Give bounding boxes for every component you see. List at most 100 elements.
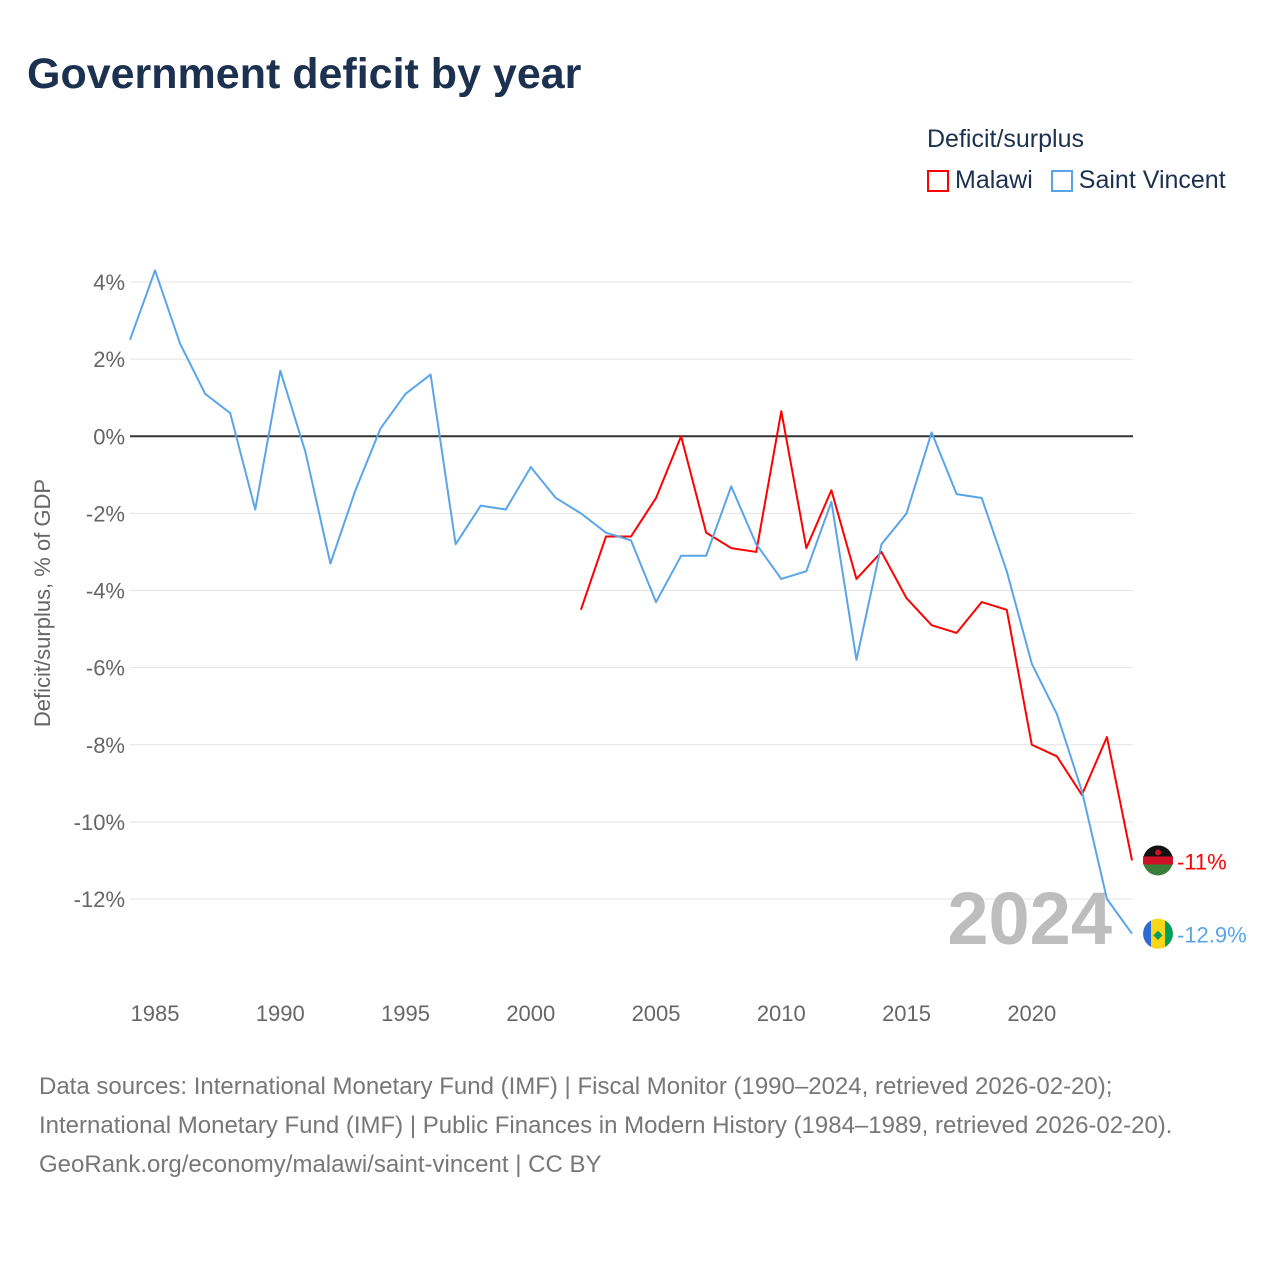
data-point — [679, 554, 683, 558]
data-point — [829, 488, 833, 492]
data-point — [404, 392, 408, 396]
year-watermark: 2024 — [947, 877, 1112, 960]
y-tick-label: -2% — [86, 501, 125, 526]
data-point — [980, 600, 984, 604]
data-point — [278, 369, 282, 373]
data-point — [228, 411, 232, 415]
data-point — [1030, 743, 1034, 747]
data-point — [579, 608, 583, 612]
flag-blue-band — [1143, 920, 1151, 947]
data-point — [779, 577, 783, 581]
data-point — [1030, 662, 1034, 666]
data-point — [704, 531, 708, 535]
data-point — [1105, 735, 1109, 739]
data-point — [854, 577, 858, 581]
y-tick-label: 0% — [93, 424, 125, 449]
data-point — [754, 542, 758, 546]
data-point — [128, 338, 132, 342]
series-line-saint-vincent — [129, 269, 1133, 935]
data-point — [629, 535, 633, 539]
legend-item-saint-vincent[interactable]: Saint Vincent — [1050, 166, 1226, 195]
data-point — [504, 508, 508, 512]
end-value-label: -11% — [1177, 849, 1227, 874]
data-point — [880, 542, 884, 546]
legend-title: Deficit/surplus — [927, 125, 1084, 153]
malawi-flag-sun — [1155, 849, 1161, 856]
data-point — [930, 623, 934, 627]
data-point — [454, 542, 458, 546]
data-point — [829, 500, 833, 504]
x-tick-label: 2005 — [632, 1001, 681, 1026]
x-tick-label: 1995 — [381, 1001, 430, 1026]
data-point — [1005, 608, 1009, 612]
data-point — [1105, 897, 1109, 901]
data-point — [379, 427, 383, 431]
data-point — [779, 409, 783, 413]
data-point — [854, 658, 858, 662]
malawi-flag-red — [1143, 856, 1173, 865]
data-point — [604, 535, 608, 539]
legend-swatch-saint-vincent — [1050, 169, 1073, 192]
y-tick-label: 4% — [93, 270, 125, 295]
y-tick-label: -6% — [86, 656, 125, 681]
data-point — [353, 488, 357, 492]
data-point — [654, 600, 658, 604]
data-point — [754, 550, 758, 554]
y-tick-label: 2% — [93, 347, 125, 372]
end-value-label: -12.9% — [1177, 923, 1247, 948]
data-point — [629, 538, 633, 542]
series-line-malawi — [579, 410, 1133, 861]
data-point — [1055, 712, 1059, 716]
data-point — [153, 268, 157, 272]
data-point — [1080, 789, 1084, 793]
legend: Malawi Saint Vincent — [927, 166, 1226, 195]
legend-swatch-malawi — [927, 169, 949, 192]
data-point — [554, 496, 558, 500]
data-sources: Data sources: International Monetary Fun… — [39, 1073, 1173, 1139]
data-point — [1005, 569, 1009, 573]
data-point — [930, 430, 934, 434]
data-point — [905, 596, 909, 600]
flag-diamonds: ◆ — [1153, 928, 1163, 942]
y-axis-label: Deficit/surplus, % of GDP — [30, 479, 55, 727]
data-point — [178, 342, 182, 346]
data-point — [253, 508, 257, 512]
data-point — [729, 546, 733, 550]
y-tick-label: -12% — [74, 887, 125, 912]
data-point — [980, 496, 984, 500]
x-tick-label: 2020 — [1007, 1001, 1056, 1026]
data-point — [729, 484, 733, 488]
data-point — [1130, 858, 1134, 862]
x-tick-label: 1985 — [131, 1001, 180, 1026]
x-tick-label: 2015 — [882, 1001, 931, 1026]
x-tick-label: 2000 — [506, 1001, 555, 1026]
data-point — [203, 392, 207, 396]
y-tick-label: -8% — [86, 733, 125, 758]
data-point — [654, 496, 658, 500]
data-point — [1055, 754, 1059, 758]
credit-link[interactable]: GeoRank.org/economy/malawi/saint-vincent… — [39, 1151, 602, 1178]
data-point — [429, 373, 433, 377]
y-tick-label: -4% — [86, 579, 125, 604]
data-point — [804, 569, 808, 573]
x-tick-label: 2010 — [757, 1001, 806, 1026]
legend-item-malawi[interactable]: Malawi — [927, 166, 1033, 195]
data-point — [804, 546, 808, 550]
y-tick-label: -10% — [74, 810, 125, 835]
legend-label: Saint Vincent — [1078, 166, 1226, 194]
data-point — [579, 511, 583, 515]
data-point — [328, 562, 332, 566]
data-point — [604, 531, 608, 535]
data-point — [529, 465, 533, 469]
data-point — [1130, 932, 1134, 936]
x-tick-label: 1990 — [256, 1001, 305, 1026]
data-point — [679, 434, 683, 438]
data-point — [303, 450, 307, 454]
data-point — [479, 504, 483, 508]
legend-label: Malawi — [955, 166, 1033, 194]
data-point — [905, 511, 909, 515]
data-point — [955, 631, 959, 635]
page-title: Government deficit by year — [27, 50, 582, 98]
